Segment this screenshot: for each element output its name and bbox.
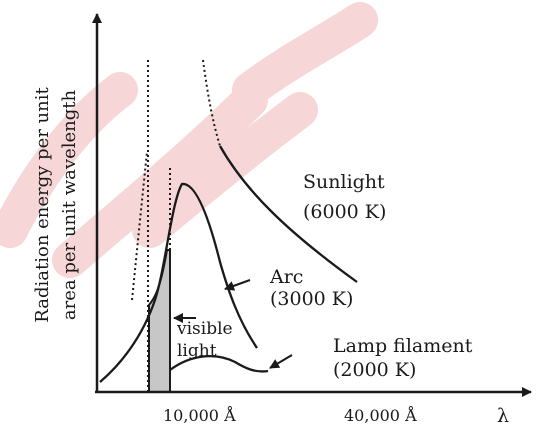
x-tick-40000: 40,000 Å bbox=[344, 405, 417, 425]
sunlight-dotted-top bbox=[202, 59, 221, 147]
arc-name: Arc bbox=[269, 266, 303, 288]
y-axis-label-line2: area per unit wavelength bbox=[59, 90, 80, 321]
sunlight-temp: (6000 K) bbox=[303, 201, 386, 223]
y-axis-label-line1: Radiation energy per unit bbox=[32, 87, 53, 323]
lamp-filament-curve bbox=[169, 355, 269, 373]
lamp-pointer-arrow bbox=[269, 354, 293, 369]
sunlight-dotted-left bbox=[131, 151, 148, 301]
visible-region-fill bbox=[148, 249, 171, 393]
lamp-temp: (2000 K) bbox=[333, 359, 416, 381]
x-axis-symbol: λ bbox=[497, 405, 509, 427]
visible-label-line1: visible bbox=[176, 319, 233, 339]
arc-pointer-arrow bbox=[224, 279, 251, 291]
lamp-name: Lamp filament bbox=[333, 335, 473, 357]
sunlight-curve bbox=[219, 145, 358, 283]
visible-label-line2: light bbox=[177, 341, 217, 361]
arc-temp: (3000 K) bbox=[270, 288, 353, 310]
sunlight-name: Sunlight bbox=[303, 171, 385, 193]
x-tick-10000: 10,000 Å bbox=[163, 405, 236, 425]
